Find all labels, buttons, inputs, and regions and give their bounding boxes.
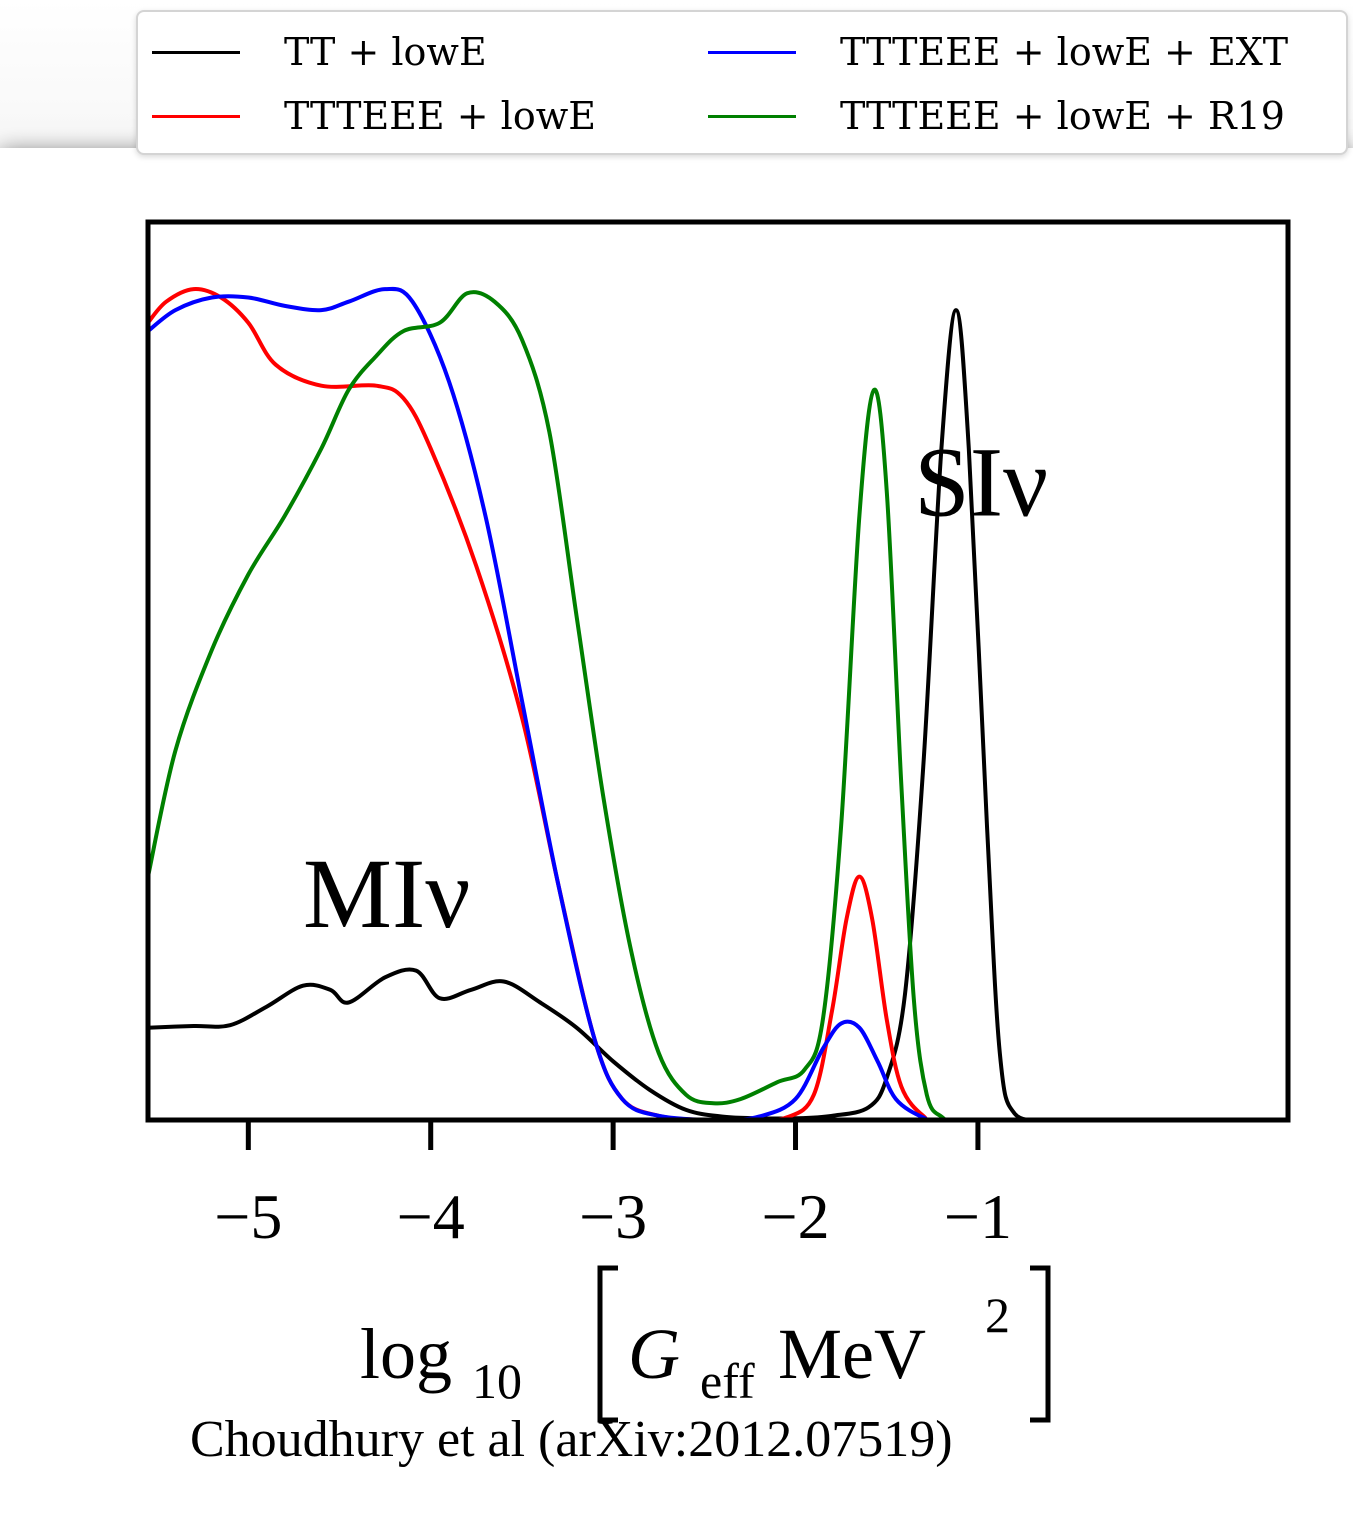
legend-swatch (708, 50, 796, 54)
plot-frame (145, 219, 1291, 1123)
x-tick-label: −1 (944, 1181, 1012, 1252)
left-bracket (597, 1265, 618, 1423)
x-axis-label: log 10 G eff MeV 2 (360, 1265, 1051, 1423)
legend-item-ttteee-lowe-r19: TTTEEE + lowE + R19 (708, 94, 1285, 138)
x-axis-label-sup: 2 (985, 1287, 1010, 1343)
x-axis-label-g-sub: eff (700, 1353, 755, 1409)
legend-item-tt-lowe: TT + lowE (152, 30, 487, 74)
citation-credit: Choudhury et al (arXiv:2012.07519) (190, 1411, 953, 1468)
legend-label: TTTEEE + lowE (284, 94, 596, 138)
legend-swatch (152, 114, 240, 118)
legend-swatch (708, 114, 796, 118)
x-tick-label: −3 (579, 1181, 647, 1252)
annotation-1: SIν (914, 427, 1048, 538)
x-tick-label: −2 (761, 1181, 829, 1252)
legend-swatch (152, 50, 240, 54)
right-bracket (1030, 1265, 1051, 1423)
series-line-2 (146, 286, 1051, 1123)
annotation-layer: MIν SIν (303, 427, 1048, 949)
x-axis-label-log: log (360, 1314, 452, 1394)
x-axis-label-sub: 10 (472, 1353, 522, 1409)
legend-label: TTTEEE + lowE + R19 (840, 94, 1285, 138)
x-axis-label-unit: MeV (778, 1314, 926, 1394)
plot-background (148, 222, 1288, 1120)
x-tick-label: −4 (397, 1181, 465, 1252)
series-line-3 (146, 290, 1051, 1123)
series-layer (146, 286, 1052, 1123)
legend-item-ttteee-lowe: TTTEEE + lowE (152, 94, 596, 138)
tick-layer: −5 −4 −3 −2 −1 (214, 1120, 1012, 1252)
annotation-0: MIν (303, 838, 470, 949)
x-tick-label: −5 (214, 1181, 282, 1252)
legend-label: TTTEEE + lowE + EXT (840, 30, 1289, 74)
x-axis-label-g: G (628, 1314, 680, 1394)
legend: TT + lowE TTTEEE + lowE TTTEEE + lowE + … (136, 10, 1348, 155)
legend-item-ttteee-lowe-ext: TTTEEE + lowE + EXT (708, 30, 1288, 74)
legend-label: TT + lowE (284, 30, 487, 74)
